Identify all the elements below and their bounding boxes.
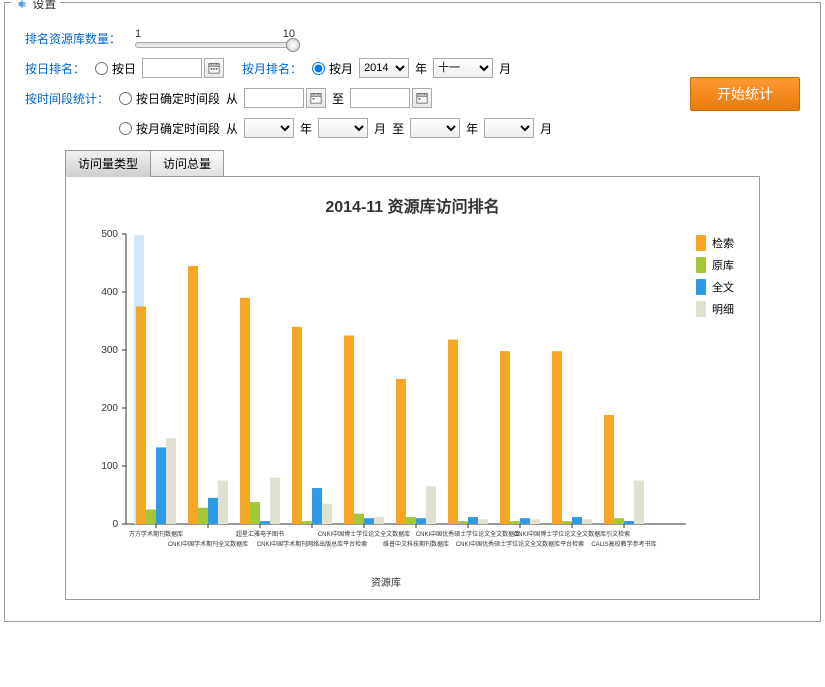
by-day-label: 按日排名： [25, 60, 85, 77]
svg-text:100: 100 [101, 461, 118, 472]
x-axis-label: 资源库 [76, 574, 696, 589]
bar-chart: 0 100 200 300 400 500 万方学术期刊数据库 CNKI中国学术期刊全文数据库… [76, 229, 696, 569]
chart-panel: 2014-11 资源库访问排名 0 100 200 300 400 500 万方学术期刊数据… [65, 176, 760, 600]
svg-text:200: 200 [101, 403, 118, 414]
legend-item[interactable]: 全文 [696, 279, 749, 295]
by-month-radio-label: 按月 [329, 60, 353, 77]
month-suffix-1: 月 [499, 60, 511, 77]
range-from-year-select[interactable] [244, 118, 294, 138]
by-range-label: 按时间段统计： [25, 90, 109, 107]
calendar-icon[interactable] [204, 58, 224, 78]
start-stats-button[interactable]: 开始统计 [690, 77, 800, 111]
range-to-month-select[interactable] [484, 118, 534, 138]
svg-text:CNKI中国优秀硕士学位论文全文数据库平台检索: CNKI中国优秀硕士学位论文全文数据库平台检索 [456, 540, 584, 548]
gear-icon [15, 0, 27, 10]
svg-text:CALIS高校教学参考书库: CALIS高校教学参考书库 [591, 540, 656, 548]
range-day-radio-label: 按日确定时间段 [136, 90, 220, 107]
panel-title: 设置 [32, 0, 56, 11]
range-day-to-input[interactable] [350, 88, 410, 108]
tab-access-type[interactable]: 访问量类型 [65, 150, 151, 177]
svg-text:CNKI中国学术期刊网络出版总库平台检索: CNKI中国学术期刊网络出版总库平台检索 [257, 540, 367, 548]
svg-text:CNKI中国博士学位论文全文数据库: CNKI中国博士学位论文全文数据库 [318, 530, 410, 538]
range-day-radio[interactable] [119, 92, 132, 105]
svg-text:CNKI中国学术期刊全文数据库: CNKI中国学术期刊全文数据库 [168, 540, 248, 548]
svg-text:超星汇雅电子图书: 超星汇雅电子图书 [236, 530, 284, 538]
by-month-month-select[interactable]: 十一 [433, 58, 493, 78]
legend-item[interactable]: 原库 [696, 257, 749, 273]
tab-access-total[interactable]: 访问总量 [150, 150, 224, 177]
rank-count-slider[interactable]: 1 10 [135, 28, 295, 48]
range-from-month-select[interactable] [318, 118, 368, 138]
by-month-label: 按月排名： [242, 60, 302, 77]
calendar-icon[interactable] [412, 88, 432, 108]
by-month-year-select[interactable]: 2014 [359, 58, 409, 78]
svg-text:0: 0 [112, 519, 118, 530]
by-month-radio[interactable] [312, 62, 325, 75]
month-suffix-3: 月 [540, 120, 552, 137]
by-day-radio-label: 按日 [112, 60, 136, 77]
svg-text:400: 400 [101, 287, 118, 298]
svg-text:CNKI中国博士学位论文全文数据库引文检索: CNKI中国博士学位论文全文数据库引文检索 [514, 530, 630, 538]
svg-text:万方学术期刊数据库: 万方学术期刊数据库 [129, 530, 183, 538]
legend: 检索原库全文明细 [696, 229, 749, 589]
range-month-radio[interactable] [119, 122, 132, 135]
range-to-year-select[interactable] [410, 118, 460, 138]
legend-item[interactable]: 检索 [696, 235, 749, 251]
year-suffix-2: 年 [300, 120, 312, 137]
range-month-radio-label: 按月确定时间段 [136, 120, 220, 137]
slider-min: 1 [135, 28, 141, 40]
chart-title: 2014-11 资源库访问排名 [76, 193, 749, 217]
calendar-icon[interactable] [306, 88, 326, 108]
svg-text:CNKI中国优秀硕士学位论文全文数据库: CNKI中国优秀硕士学位论文全文数据库 [416, 530, 520, 538]
svg-text:300: 300 [101, 345, 118, 356]
svg-text:维普中文科技期刊数据库: 维普中文科技期刊数据库 [383, 540, 449, 548]
svg-text:500: 500 [101, 229, 118, 240]
from-label-2: 从 [226, 120, 238, 137]
by-day-radio[interactable] [95, 62, 108, 75]
range-day-from-input[interactable] [244, 88, 304, 108]
year-suffix-1: 年 [415, 60, 427, 77]
legend-item[interactable]: 明细 [696, 301, 749, 317]
from-label-1: 从 [226, 90, 238, 107]
slider-label: 排名资源库数量： [25, 30, 121, 47]
year-suffix-3: 年 [466, 120, 478, 137]
month-suffix-2: 月 [374, 120, 386, 137]
by-day-input[interactable] [142, 58, 202, 78]
to-label-1: 至 [332, 90, 344, 107]
to-label-2: 至 [392, 120, 404, 137]
